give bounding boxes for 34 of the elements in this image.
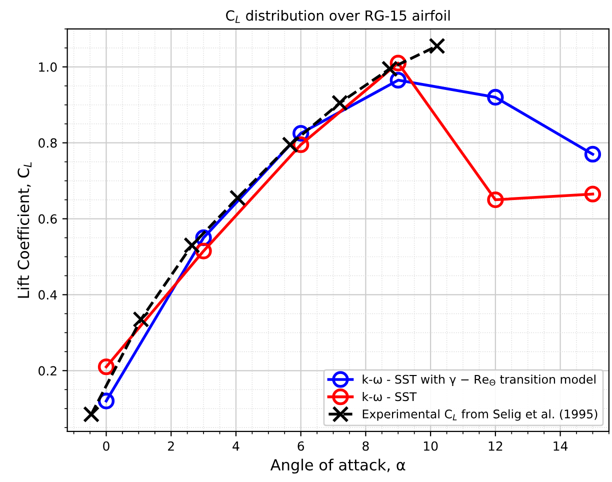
x-tick-label: 2	[168, 441, 174, 451]
point	[381, 60, 398, 78]
point	[390, 72, 406, 89]
x-tick-label: 10	[424, 441, 438, 451]
x-axis-title: Angle of attack, α	[270, 458, 406, 474]
y-tick-label: 0.2	[38, 366, 56, 376]
legend-label: Experimental C$_{L}$ from Selig et al. (1995)	[362, 409, 598, 421]
legend-label: k-ω - SST with γ − Re$_{Θ}$ transition model	[362, 374, 596, 386]
y-tick-label: 0.4	[38, 290, 57, 300]
point	[82, 406, 100, 423]
point	[282, 136, 298, 154]
point	[331, 94, 348, 112]
point	[487, 191, 504, 208]
legend-label: k-ω - SST	[362, 392, 417, 402]
x-tick-label: 8	[362, 441, 369, 451]
y-axis-title: Lift Coefficient, C$_{L}$	[17, 162, 32, 298]
chart-title: C$_{L}$ distribution over RG-15 airfoil	[226, 10, 450, 23]
x-tick-label: 12	[488, 441, 502, 451]
y-tick-label: 0.6	[38, 214, 57, 224]
point	[487, 88, 504, 106]
point	[195, 242, 212, 260]
point	[132, 311, 150, 328]
x-tick-label: 4	[232, 441, 240, 451]
point	[229, 190, 246, 206]
x-tick-label: 0	[103, 441, 110, 451]
point	[98, 358, 115, 376]
y-tick-label: 1.0	[39, 62, 57, 72]
x-tick-label: 6	[298, 441, 304, 451]
point	[584, 186, 602, 202]
y-tick-label: 0.8	[38, 138, 57, 148]
point	[428, 38, 446, 54]
point	[584, 146, 602, 163]
point	[184, 237, 200, 254]
x-tick-label: 14	[554, 441, 568, 451]
